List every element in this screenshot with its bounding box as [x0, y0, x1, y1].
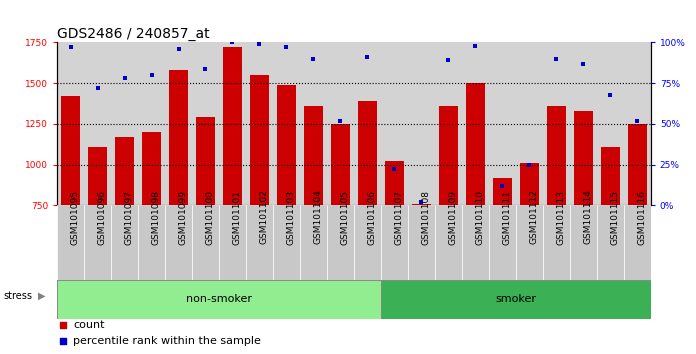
Bar	[300, 205, 327, 283]
Point	[470, 43, 481, 48]
Bar	[165, 205, 192, 283]
Text: GSM101105: GSM101105	[340, 189, 349, 245]
Bar	[466, 83, 485, 205]
Point	[443, 58, 454, 63]
Bar	[304, 106, 323, 205]
Bar	[57, 205, 84, 283]
Point	[281, 45, 292, 50]
Point	[308, 56, 319, 62]
Point	[605, 92, 616, 97]
Bar	[439, 106, 458, 205]
Bar	[381, 205, 408, 283]
Text: GSM101098: GSM101098	[152, 189, 161, 245]
Bar	[462, 205, 489, 283]
Text: GSM101106: GSM101106	[367, 189, 377, 245]
Bar	[628, 124, 647, 205]
Point	[200, 66, 211, 72]
Text: GSM101114: GSM101114	[583, 189, 592, 245]
Point	[362, 54, 373, 60]
Text: GSM101096: GSM101096	[97, 189, 106, 245]
Bar	[250, 75, 269, 205]
Bar	[277, 85, 296, 205]
Text: GSM101116: GSM101116	[638, 189, 647, 245]
Text: GSM101108: GSM101108	[421, 189, 430, 245]
Bar	[88, 147, 107, 205]
Text: percentile rank within the sample: percentile rank within the sample	[73, 336, 261, 346]
Text: GSM101101: GSM101101	[232, 189, 242, 245]
Text: GSM101099: GSM101099	[178, 189, 187, 245]
Text: ▶: ▶	[38, 291, 46, 301]
Bar	[516, 205, 543, 283]
Bar	[547, 106, 566, 205]
Point	[335, 118, 346, 124]
Text: non-smoker: non-smoker	[186, 294, 252, 304]
Bar	[385, 161, 404, 205]
Point	[58, 322, 69, 328]
Bar	[169, 70, 188, 205]
Text: GDS2486 / 240857_at: GDS2486 / 240857_at	[57, 28, 209, 41]
Point	[92, 85, 103, 91]
Bar	[596, 205, 624, 283]
Text: GSM101103: GSM101103	[287, 189, 295, 245]
Text: GSM101104: GSM101104	[313, 189, 322, 245]
Bar	[574, 111, 593, 205]
Bar	[84, 205, 111, 283]
Text: smoker: smoker	[496, 294, 537, 304]
Text: GSM101109: GSM101109	[448, 189, 457, 245]
Point	[254, 41, 265, 47]
Text: GSM101115: GSM101115	[610, 189, 619, 245]
Point	[416, 199, 427, 205]
Point	[578, 61, 589, 67]
Bar	[435, 205, 462, 283]
Bar	[61, 96, 80, 205]
Bar	[273, 205, 300, 283]
Bar	[138, 205, 165, 283]
Bar	[489, 205, 516, 283]
Text: GSM101100: GSM101100	[205, 189, 214, 245]
Text: GSM101112: GSM101112	[530, 189, 538, 245]
Bar	[601, 147, 619, 205]
Text: stress: stress	[3, 291, 33, 301]
Text: GSM101107: GSM101107	[395, 189, 404, 245]
Point	[58, 338, 69, 343]
Bar	[381, 280, 651, 319]
Text: GSM101111: GSM101111	[503, 189, 512, 245]
Bar	[111, 205, 138, 283]
Text: GSM101102: GSM101102	[260, 189, 269, 245]
Point	[632, 118, 643, 124]
Bar	[408, 205, 435, 283]
Text: count: count	[73, 320, 105, 330]
Bar	[196, 118, 215, 205]
Bar	[246, 205, 273, 283]
Bar	[570, 205, 596, 283]
Bar	[142, 132, 161, 205]
Text: GSM101113: GSM101113	[556, 189, 565, 245]
Bar	[354, 205, 381, 283]
Text: GSM101097: GSM101097	[125, 189, 134, 245]
Bar	[358, 101, 377, 205]
Point	[497, 183, 508, 189]
Bar	[520, 163, 539, 205]
Point	[524, 162, 535, 167]
Bar	[57, 280, 381, 319]
Bar	[412, 204, 431, 205]
Point	[173, 46, 184, 52]
Bar	[327, 205, 354, 283]
Point	[146, 72, 157, 78]
Bar	[223, 47, 242, 205]
Bar	[219, 205, 246, 283]
Text: GSM101095: GSM101095	[70, 189, 79, 245]
Point	[65, 45, 76, 50]
Bar	[493, 178, 512, 205]
Point	[551, 56, 562, 62]
Point	[389, 167, 400, 172]
Bar	[624, 205, 651, 283]
Bar	[192, 205, 219, 283]
Bar	[331, 124, 350, 205]
Point	[119, 75, 130, 81]
Bar	[543, 205, 570, 283]
Point	[227, 40, 238, 45]
Bar	[115, 137, 134, 205]
Text: GSM101110: GSM101110	[475, 189, 484, 245]
